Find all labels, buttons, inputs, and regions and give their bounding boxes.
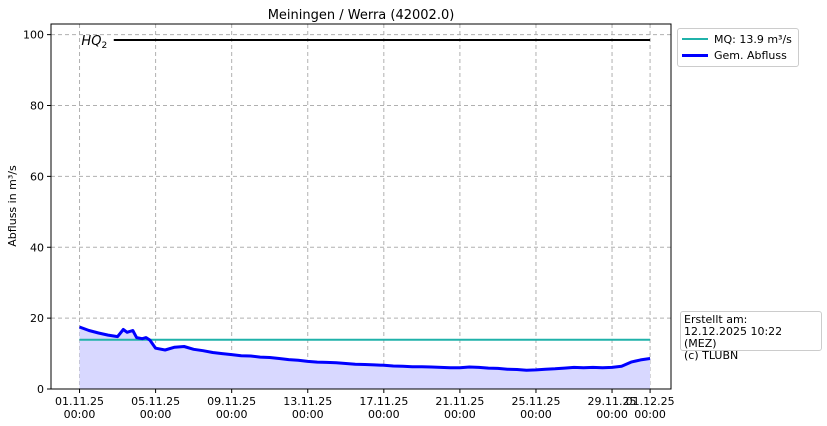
discharge-area (79, 327, 651, 389)
y-tick-label: 0 (37, 383, 44, 396)
discharge-line (78, 325, 651, 372)
x-tick-label-date: 05.11.25 (131, 395, 180, 408)
y-tick-label: 60 (30, 170, 44, 183)
x-tick-label-date: 01.12.25 (626, 395, 675, 408)
y-tick-label: 80 (30, 100, 44, 113)
hq2-annotation: HQ2 (81, 34, 107, 51)
credit-line-3: (c) TLUBN (684, 349, 739, 362)
credit-line-2: 12.12.2025 10:22 (MEZ) (684, 325, 783, 350)
plot-area (79, 327, 651, 389)
chart-title: Meiningen / Werra (42002.0) (268, 8, 455, 23)
x-tick-label-date: 21.11.25 (435, 395, 484, 408)
x-tick-label-time: 00:00 (292, 408, 324, 421)
y-tick-label: 100 (23, 29, 44, 42)
legend-swatch-discharge (682, 53, 708, 57)
x-tick-label-time: 00:00 (596, 408, 628, 421)
legend-label-discharge: Gem. Abfluss (714, 48, 787, 62)
x-tick-label-time: 00:00 (634, 408, 666, 421)
creation-info: Erstellt am: 12.12.2025 10:22 (MEZ) (c) … (680, 311, 822, 362)
series-marks: HQ2 (78, 34, 651, 372)
plot-frame (50, 23, 672, 390)
x-tick-label-date: 13.11.25 (283, 395, 332, 408)
legend-label-mq: MQ: 13.9 m³/s (714, 32, 792, 46)
axes: 02040608010001.11.2500:0005.11.2500:0009… (23, 23, 675, 421)
x-tick-label-date: 17.11.25 (359, 395, 408, 408)
x-tick-label-time: 00:00 (520, 408, 552, 421)
x-tick-label-date: 01.11.25 (55, 395, 104, 408)
x-tick-label-time: 00:00 (216, 408, 248, 421)
legend: MQ: 13.9 m³/s Gem. Abfluss (677, 28, 799, 67)
x-tick-label-date: 29.11.25 (588, 395, 637, 408)
y-axis-label: Abfluss in m³/s (6, 165, 19, 247)
legend-item-discharge: Gem. Abfluss (682, 48, 787, 62)
x-tick-label-date: 09.11.25 (207, 395, 256, 408)
x-tick-label-time: 00:00 (444, 408, 476, 421)
x-tick-label-time: 00:00 (368, 408, 400, 421)
y-tick-label: 20 (30, 312, 44, 325)
credit-line-1: Erstellt am: (684, 313, 748, 326)
x-tick-label-date: 25.11.25 (511, 395, 560, 408)
y-tick-label: 40 (30, 241, 44, 254)
legend-swatch-mq (682, 38, 708, 40)
grid (51, 24, 671, 390)
legend-item-mq: MQ: 13.9 m³/s (682, 32, 792, 46)
x-tick-label-time: 00:00 (64, 408, 96, 421)
x-tick-label-time: 00:00 (140, 408, 172, 421)
